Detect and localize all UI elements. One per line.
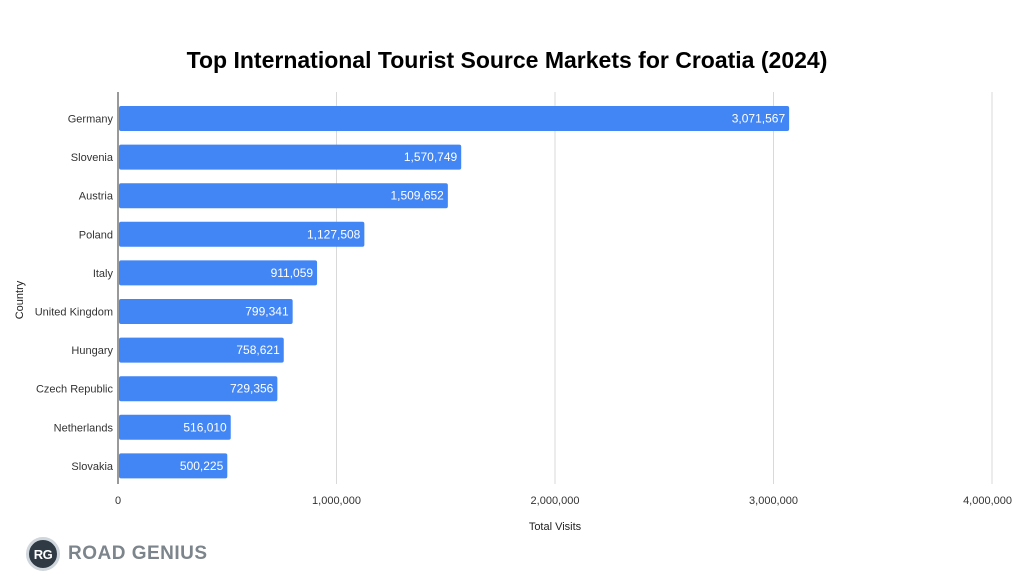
x-axis-title: Total Visits (529, 521, 582, 533)
y-tick-label: Italy (93, 268, 114, 280)
data-label: 1,570,749 (404, 150, 458, 164)
x-tick-label: 3,000,000 (749, 495, 798, 507)
y-tick-label: Czech Republic (36, 384, 114, 396)
bar (119, 260, 318, 286)
y-tick-label: Austria (79, 191, 114, 203)
bar (119, 414, 231, 440)
bar (119, 183, 448, 209)
x-tick-label: 1,000,000 (312, 495, 361, 507)
bar (119, 376, 278, 402)
y-tick-label: Germany (68, 114, 114, 126)
y-tick-label: Hungary (71, 345, 113, 357)
data-label: 729,356 (230, 382, 274, 396)
bar (119, 337, 284, 363)
y-tick-label: Slovenia (71, 152, 114, 164)
y-tick-label: Slovakia (71, 461, 113, 473)
data-label: 500,225 (180, 459, 224, 473)
data-label: 911,059 (271, 266, 314, 280)
logo-badge-icon: RG (26, 537, 60, 571)
y-tick-label: Poland (79, 229, 113, 241)
chart-title: Top International Tourist Source Markets… (187, 47, 828, 73)
bar (119, 453, 228, 479)
bar (119, 144, 462, 170)
data-label: 1,509,652 (390, 189, 444, 203)
road-genius-logo: RG ROAD GENIUS (26, 536, 208, 572)
logo-text: ROAD GENIUS (68, 543, 208, 564)
data-label: 3,071,567 (732, 112, 786, 126)
bar (119, 221, 365, 247)
y-axis-title: Country (14, 280, 26, 319)
bar (119, 106, 790, 131)
bar (119, 299, 293, 324)
y-tick-labels: Germany Slovenia Austria Poland Italy United … (35, 114, 114, 473)
data-label: 758,621 (236, 343, 280, 357)
x-tick-labels: 0 1,000,000 2,000,000 3,000,000 4,000,000 (115, 495, 1012, 507)
data-label: 1,127,508 (307, 227, 361, 241)
x-tick-label: 0 (115, 495, 121, 507)
data-label: 799,341 (245, 305, 289, 319)
y-tick-label: United Kingdom (35, 307, 113, 319)
x-tick-label: 2,000,000 (531, 495, 580, 507)
y-tick-label: Netherlands (54, 422, 114, 434)
gridlines (336, 92, 993, 484)
data-label: 516,010 (183, 420, 227, 434)
x-tick-label: 4,000,000 (963, 495, 1012, 507)
bars: 3,071,567 1,570,749 1,509,652 1,127,508 911,… (119, 106, 790, 479)
